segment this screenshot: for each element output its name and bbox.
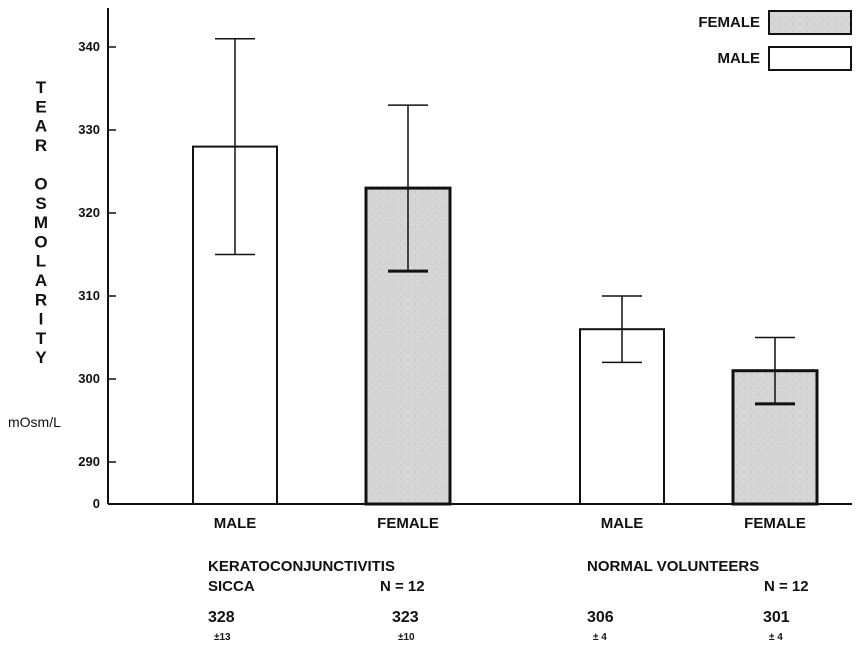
- mean-value: 323: [392, 609, 419, 626]
- group-name: KERATOCONJUNCTIVITIS: [208, 558, 395, 575]
- y-tick-label: 330: [78, 122, 100, 137]
- y-axis-label-letter: O: [34, 175, 47, 194]
- sd-value: ±10: [398, 632, 415, 643]
- y-axis-label-letter: T: [36, 78, 47, 97]
- legend-swatch: [768, 10, 852, 35]
- y-axis-label-letter: E: [35, 97, 46, 116]
- y-axis-label-letter: A: [35, 271, 47, 290]
- y-axis-label-letter: I: [39, 310, 44, 329]
- group-name: NORMAL VOLUNTEERS: [587, 558, 759, 575]
- sd-value: ± 4: [769, 632, 783, 643]
- y-tick-label: 290: [78, 454, 100, 469]
- y-tick-label: 0: [93, 496, 100, 511]
- y-axis-label-letter: R: [35, 136, 47, 155]
- group-name-line2: SICCA: [208, 578, 255, 595]
- y-axis-label-letter: A: [35, 117, 47, 136]
- legend-label: MALE: [718, 50, 761, 67]
- y-axis-label-letter: T: [36, 329, 47, 348]
- y-tick-label: 300: [78, 371, 100, 386]
- mean-value: 328: [208, 609, 235, 626]
- y-tick-label: 310: [78, 288, 100, 303]
- legend-label: FEMALE: [698, 14, 760, 31]
- legend-swatch: [768, 46, 852, 71]
- sd-value: ±13: [214, 632, 231, 643]
- y-axis-label-letter: R: [35, 290, 47, 309]
- mean-value: 306: [587, 609, 614, 626]
- group-n: N = 12: [764, 578, 809, 595]
- y-axis-label-letter: L: [36, 252, 46, 271]
- mean-value: 301: [763, 609, 790, 626]
- x-category-label: FEMALE: [744, 515, 806, 532]
- group-n: N = 12: [380, 578, 425, 595]
- y-axis-unit: mOsm/L: [8, 414, 61, 430]
- y-axis-label-letter: S: [35, 194, 46, 213]
- y-axis-label-letter: O: [34, 232, 47, 251]
- y-axis-label-letter: M: [34, 213, 48, 232]
- y-tick-label: 320: [78, 205, 100, 220]
- x-category-label: MALE: [601, 515, 644, 532]
- x-category-label: MALE: [214, 515, 257, 532]
- y-tick-label: 340: [78, 39, 100, 54]
- sd-value: ± 4: [593, 632, 607, 643]
- y-axis-label-letter: Y: [35, 348, 47, 367]
- x-category-label: FEMALE: [377, 515, 439, 532]
